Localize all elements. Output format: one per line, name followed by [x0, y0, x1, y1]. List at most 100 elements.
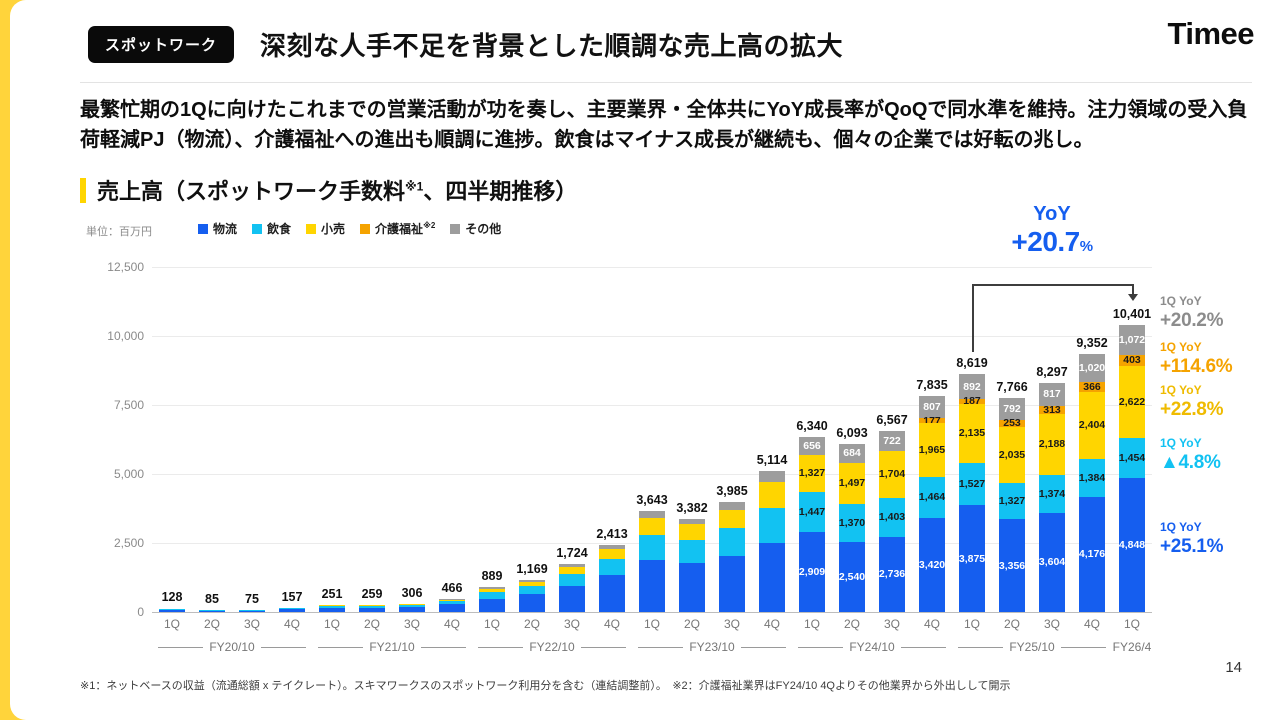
segment-value-label: 366 — [1083, 381, 1101, 394]
segment-other: 1,020 — [1079, 353, 1105, 383]
segment-food — [159, 609, 185, 610]
bar-total-label: 3,382 — [676, 500, 708, 515]
side-annotation-label: 1Q YoY — [1160, 294, 1202, 308]
stacked-bar: 792 253 2,035 1,327 3,356 — [999, 397, 1025, 612]
stacked-bar: 656 1,327 1,447 2,909 — [799, 437, 825, 612]
segment-value-label: 1,497 — [838, 477, 866, 490]
segment-food: 1,454 — [1119, 438, 1145, 479]
x-tick-label: 3Q — [723, 617, 740, 631]
bar-total-label: 1,169 — [516, 561, 548, 576]
x-tick-label: 2Q — [363, 617, 380, 631]
segment-food — [239, 610, 265, 611]
fiscal-year-group: FY26/4 — [1112, 640, 1152, 654]
side-annotation: 1Q YoY +114.6% — [1160, 340, 1272, 379]
x-tick-label: 3Q — [243, 617, 260, 631]
segment-logistics: 3,356 — [999, 519, 1025, 612]
segment-logistics: 4,176 — [1079, 496, 1105, 612]
segment-other: 722 — [879, 430, 905, 451]
side-annotation: 1Q YoY +20.2% — [1160, 294, 1272, 333]
x-tick-label: 2Q — [523, 617, 540, 631]
segment-care: 403 — [1119, 354, 1145, 366]
segment-value-label: 2,736 — [878, 568, 906, 581]
bar-total-label: 9,352 — [1076, 335, 1108, 350]
stacked-bar: 722 1,704 1,403 2,736 — [878, 430, 906, 612]
segment-logistics — [399, 606, 425, 612]
legend-item: 飲食 — [252, 220, 291, 237]
x-tick-label: 3Q — [1043, 617, 1060, 631]
segment-food — [679, 540, 705, 564]
segment-logistics — [759, 542, 785, 612]
segment-retail: 2,622 — [1119, 365, 1145, 439]
segment-retail: 1,497 — [838, 462, 866, 505]
segment-food: 1,374 — [1039, 474, 1065, 513]
side-annotation-value: +22.8% — [1160, 399, 1224, 420]
bar-total-label: 85 — [205, 591, 219, 606]
segment-retail: 1,965 — [919, 422, 945, 478]
side-annotation: 1Q YoY ▲4.8% — [1160, 436, 1272, 475]
stacked-bar — [239, 609, 265, 612]
segment-value-label: 3,420 — [918, 558, 946, 571]
segment-food: 1,403 — [879, 497, 905, 537]
side-annotation-value: +20.2% — [1160, 310, 1224, 331]
bar-total-label: 3,643 — [636, 493, 668, 508]
side-annotation-value: +114.6% — [1160, 356, 1233, 377]
page-number: 14 — [1225, 659, 1242, 676]
unit-label: 単位：百万円 — [86, 226, 152, 238]
fiscal-year-label: FY24/10 — [849, 640, 895, 654]
segment-logistics: 3,420 — [918, 517, 946, 612]
bar-total-label: 75 — [245, 591, 259, 606]
segment-retail — [679, 524, 705, 541]
bar-slot: 1,072 403 2,622 1,454 4,848 10,401 — [1112, 267, 1152, 612]
segment-value-label: 2,540 — [838, 570, 866, 583]
x-tick-label: 3Q — [563, 617, 580, 631]
bar-total-label: 6,340 — [796, 419, 828, 434]
bar-total-label: 7,835 — [916, 377, 948, 392]
bar-slot: 2,413 — [592, 267, 632, 612]
fiscal-year-line — [638, 646, 684, 648]
legend-swatch — [198, 223, 208, 234]
segment-retail — [399, 603, 425, 605]
x-tick-label: 1Q — [483, 617, 500, 631]
page-title: 深刻な人手不足を背景とした順調な売上高の拡大 — [260, 31, 844, 61]
segment-other — [439, 599, 465, 600]
bar-slot: 807 177 1,965 1,464 3,420 7,835 — [912, 267, 952, 612]
bar-slot: 251 — [312, 267, 352, 612]
legend-swatch — [252, 223, 263, 234]
segment-value-label: 684 — [843, 447, 861, 460]
segment-value-label: 3,356 — [998, 559, 1026, 572]
bar-total-label: 128 — [161, 590, 183, 605]
yoy-bracket-arrow-icon — [1128, 294, 1138, 301]
x-tick-label: 2Q — [843, 617, 860, 631]
segment-retail: 2,188 — [1039, 414, 1065, 475]
segment-logistics — [639, 559, 665, 612]
stacked-bar — [199, 609, 225, 612]
segment-retail — [559, 567, 585, 574]
x-tick-label: 4Q — [1083, 617, 1100, 631]
y-tick-label: 7,500 — [113, 398, 144, 412]
legend-item: その他 — [450, 220, 501, 237]
stacked-bar — [279, 607, 305, 612]
segment-food: 1,327 — [999, 482, 1025, 520]
y-tick-label: 12,500 — [107, 260, 144, 274]
segment-value-label: 3,604 — [1038, 556, 1066, 569]
bar-slot: 722 1,704 1,403 2,736 6,567 — [872, 267, 912, 612]
segment-other: 1,072 — [1119, 325, 1145, 355]
segment-food — [599, 558, 625, 576]
bar-slot: 656 1,327 1,447 2,909 6,340 — [792, 267, 832, 612]
stacked-bar: 1,020 366 2,404 1,384 4,176 — [1079, 353, 1105, 612]
segment-logistics — [679, 563, 705, 612]
fiscal-year-line — [740, 646, 786, 648]
x-tick-label: 3Q — [403, 617, 420, 631]
bar-slot: 466 — [432, 267, 472, 612]
stacked-bar: 817 313 2,188 1,374 3,604 — [1039, 383, 1065, 612]
segment-other — [519, 579, 545, 582]
legend-swatch — [450, 223, 461, 234]
segment-value-label: 1,327 — [798, 467, 826, 480]
x-tick-label: 4Q — [443, 617, 460, 631]
segment-value-label: 1,464 — [918, 491, 946, 504]
segment-other — [759, 470, 785, 483]
x-tick-label: 4Q — [283, 617, 300, 631]
segment-food: 1,447 — [799, 491, 825, 532]
bar-total-label: 259 — [361, 586, 383, 601]
bar-total-label: 6,093 — [836, 425, 868, 440]
